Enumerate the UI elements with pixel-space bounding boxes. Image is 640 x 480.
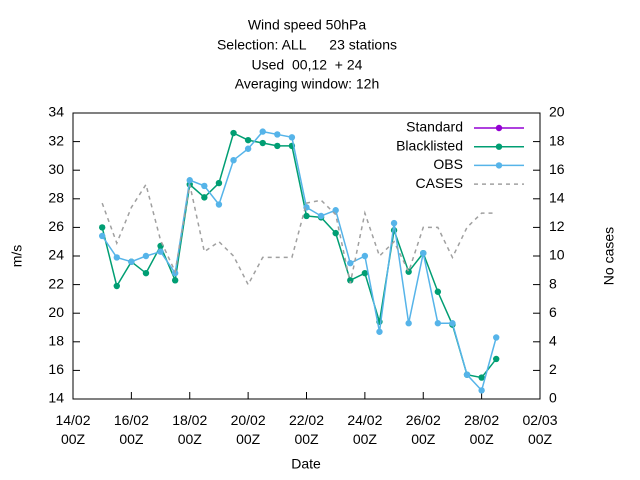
data-point bbox=[347, 277, 354, 284]
y2-tick-label: 14 bbox=[549, 190, 565, 206]
chart-title: Used 00,12 + 24 bbox=[252, 57, 363, 73]
data-point bbox=[171, 277, 179, 284]
data-point bbox=[98, 232, 106, 240]
y2-tick-label: 12 bbox=[549, 218, 565, 234]
data-point bbox=[201, 182, 208, 190]
y2-tick-label: 20 bbox=[549, 104, 565, 120]
data-point bbox=[361, 269, 369, 277]
data-point bbox=[347, 259, 354, 267]
y-tick-label: 14 bbox=[48, 390, 64, 406]
legend-label: CASES bbox=[416, 175, 463, 191]
x-tick-label: 22/02 00Z bbox=[288, 412, 325, 447]
data-point bbox=[449, 320, 456, 327]
y-tick-label: 24 bbox=[48, 247, 64, 263]
data-point bbox=[274, 131, 281, 138]
y2-tick-label: 18 bbox=[549, 132, 565, 148]
data-point bbox=[317, 212, 325, 220]
y-tick-label: 20 bbox=[48, 304, 64, 320]
data-point bbox=[434, 288, 442, 295]
data-point bbox=[405, 320, 412, 327]
y-tick-label: 16 bbox=[48, 361, 64, 377]
y2-tick-label: 6 bbox=[549, 304, 557, 320]
data-point bbox=[493, 334, 500, 341]
legend-marker bbox=[495, 143, 503, 150]
y-tick-label: 34 bbox=[48, 104, 64, 120]
x-tick-label: 26/02 00Z bbox=[405, 412, 441, 447]
data-point bbox=[332, 207, 339, 214]
series-line bbox=[101, 182, 497, 287]
data-point bbox=[215, 179, 223, 187]
data-point bbox=[463, 371, 471, 378]
data-point bbox=[376, 328, 383, 335]
data-point bbox=[157, 248, 164, 255]
x-tick-label: 24/02 00Z bbox=[347, 412, 383, 447]
chart-title: Wind speed 50hPa bbox=[248, 17, 367, 33]
data-point bbox=[142, 269, 150, 277]
legend-label: OBS bbox=[433, 156, 463, 172]
data-point bbox=[478, 374, 485, 381]
x-tick-label: 16/02 00Z bbox=[113, 412, 149, 447]
legend-label: Standard bbox=[406, 119, 463, 135]
data-point bbox=[493, 355, 500, 363]
y-tick-label: 18 bbox=[48, 333, 64, 349]
y2-axis-label: No cases bbox=[601, 227, 617, 285]
data-point bbox=[274, 142, 281, 150]
chart-title: Selection: ALL 23 stations bbox=[217, 37, 397, 53]
data-point bbox=[390, 219, 398, 227]
y2-tick-label: 10 bbox=[549, 247, 565, 263]
y2-tick-label: 4 bbox=[549, 333, 557, 349]
data-point bbox=[361, 252, 369, 260]
data-point bbox=[259, 128, 266, 135]
y2-tick-label: 2 bbox=[549, 361, 557, 377]
data-point bbox=[98, 224, 106, 231]
data-point bbox=[128, 258, 135, 265]
data-point bbox=[244, 136, 252, 144]
legend-label: Blacklisted bbox=[396, 137, 463, 153]
x-axis-label: Date bbox=[291, 456, 321, 472]
y-tick-label: 26 bbox=[48, 218, 64, 234]
data-point bbox=[303, 212, 310, 220]
x-tick-label: 20/02 00Z bbox=[230, 412, 266, 447]
data-point bbox=[259, 139, 266, 147]
data-point bbox=[288, 134, 296, 141]
y2-tick-label: 16 bbox=[549, 161, 565, 177]
series-line bbox=[101, 130, 497, 392]
data-point bbox=[201, 194, 208, 201]
legend-marker bbox=[495, 124, 503, 132]
data-point bbox=[215, 201, 223, 208]
data-point bbox=[332, 229, 339, 237]
data-point bbox=[186, 177, 193, 184]
data-point bbox=[230, 129, 237, 137]
data-point bbox=[113, 254, 120, 261]
data-point bbox=[142, 252, 150, 260]
y-tick-label: 30 bbox=[48, 161, 64, 177]
data-point bbox=[244, 145, 252, 152]
x-tick-label: 02/03 00Z bbox=[522, 412, 558, 447]
data-point bbox=[420, 249, 427, 257]
data-point bbox=[405, 268, 412, 275]
data-point bbox=[434, 320, 442, 327]
x-tick-label: 28/02 00Z bbox=[464, 412, 500, 447]
y-tick-label: 22 bbox=[48, 275, 64, 291]
y-tick-label: 28 bbox=[48, 190, 64, 206]
y-tick-label: 32 bbox=[48, 132, 64, 148]
legend-marker bbox=[495, 162, 503, 169]
chart-title: Averaging window: 12h bbox=[235, 76, 380, 92]
data-point bbox=[478, 387, 485, 394]
y-axis-label: m/s bbox=[9, 245, 25, 268]
y2-tick-label: 0 bbox=[549, 390, 557, 406]
y2-tick-label: 8 bbox=[549, 275, 557, 291]
data-point bbox=[113, 282, 120, 290]
x-tick-label: 18/02 00Z bbox=[172, 412, 208, 447]
data-point bbox=[230, 156, 237, 164]
x-tick-label: 14/02 00Z bbox=[55, 412, 91, 447]
